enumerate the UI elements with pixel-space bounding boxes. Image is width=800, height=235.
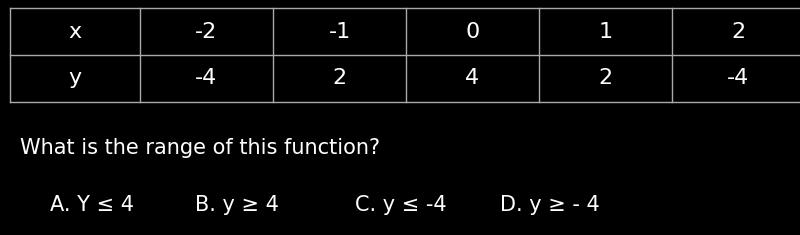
- Text: 2: 2: [333, 68, 346, 89]
- Text: y: y: [69, 68, 82, 89]
- Text: -1: -1: [328, 21, 350, 42]
- Text: 2: 2: [598, 68, 613, 89]
- Text: -2: -2: [195, 21, 218, 42]
- Text: 2: 2: [731, 21, 746, 42]
- Text: 1: 1: [598, 21, 613, 42]
- Text: 4: 4: [466, 68, 479, 89]
- Text: What is the range of this function?: What is the range of this function?: [20, 138, 380, 158]
- Text: D. y ≥ - 4: D. y ≥ - 4: [500, 195, 600, 215]
- Text: -4: -4: [727, 68, 750, 89]
- Text: -4: -4: [195, 68, 218, 89]
- Text: A. Y ≤ 4: A. Y ≤ 4: [50, 195, 134, 215]
- Text: x: x: [69, 21, 82, 42]
- Text: 0: 0: [466, 21, 480, 42]
- Text: C. y ≤ -4: C. y ≤ -4: [355, 195, 446, 215]
- Text: B. y ≥ 4: B. y ≥ 4: [195, 195, 279, 215]
